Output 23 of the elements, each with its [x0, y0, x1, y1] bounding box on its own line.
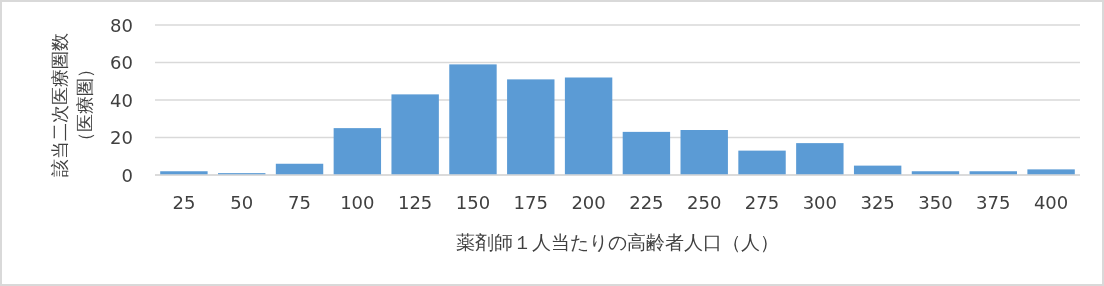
y-tick-label: 40: [110, 89, 133, 111]
x-tick-label: 100: [340, 192, 375, 213]
x-tick-label: 225: [629, 192, 664, 213]
x-tick-label: 250: [687, 192, 722, 213]
y-tick-label: 80: [110, 14, 133, 36]
x-tick-label: 150: [455, 192, 491, 213]
x-tick-label: 175: [513, 192, 548, 213]
y-tick-label: 20: [110, 127, 133, 148]
y-axis-title: 該当二次医療圏数（医療圏）: [48, 32, 96, 179]
x-tick-label: 275: [744, 192, 780, 213]
x-tick-label: 300: [802, 192, 838, 213]
y-tick-label: 0: [121, 164, 133, 186]
x-tick-label: 325: [860, 192, 895, 213]
x-tick-label: 50: [230, 192, 254, 213]
x-tick-label: 25: [172, 192, 196, 213]
x-tick-label: 400: [1033, 192, 1069, 213]
x-tick-label: 75: [288, 192, 311, 213]
x-tick-label: 375: [976, 192, 1011, 213]
x-tick-label: 200: [571, 192, 606, 213]
x-axis-title: 薬剤師１人当たりの高齢者人口（人）: [456, 231, 779, 253]
x-tick-label: 350: [918, 192, 953, 213]
y-tick-label: 60: [110, 52, 133, 73]
x-tick-label: 125: [397, 192, 433, 213]
